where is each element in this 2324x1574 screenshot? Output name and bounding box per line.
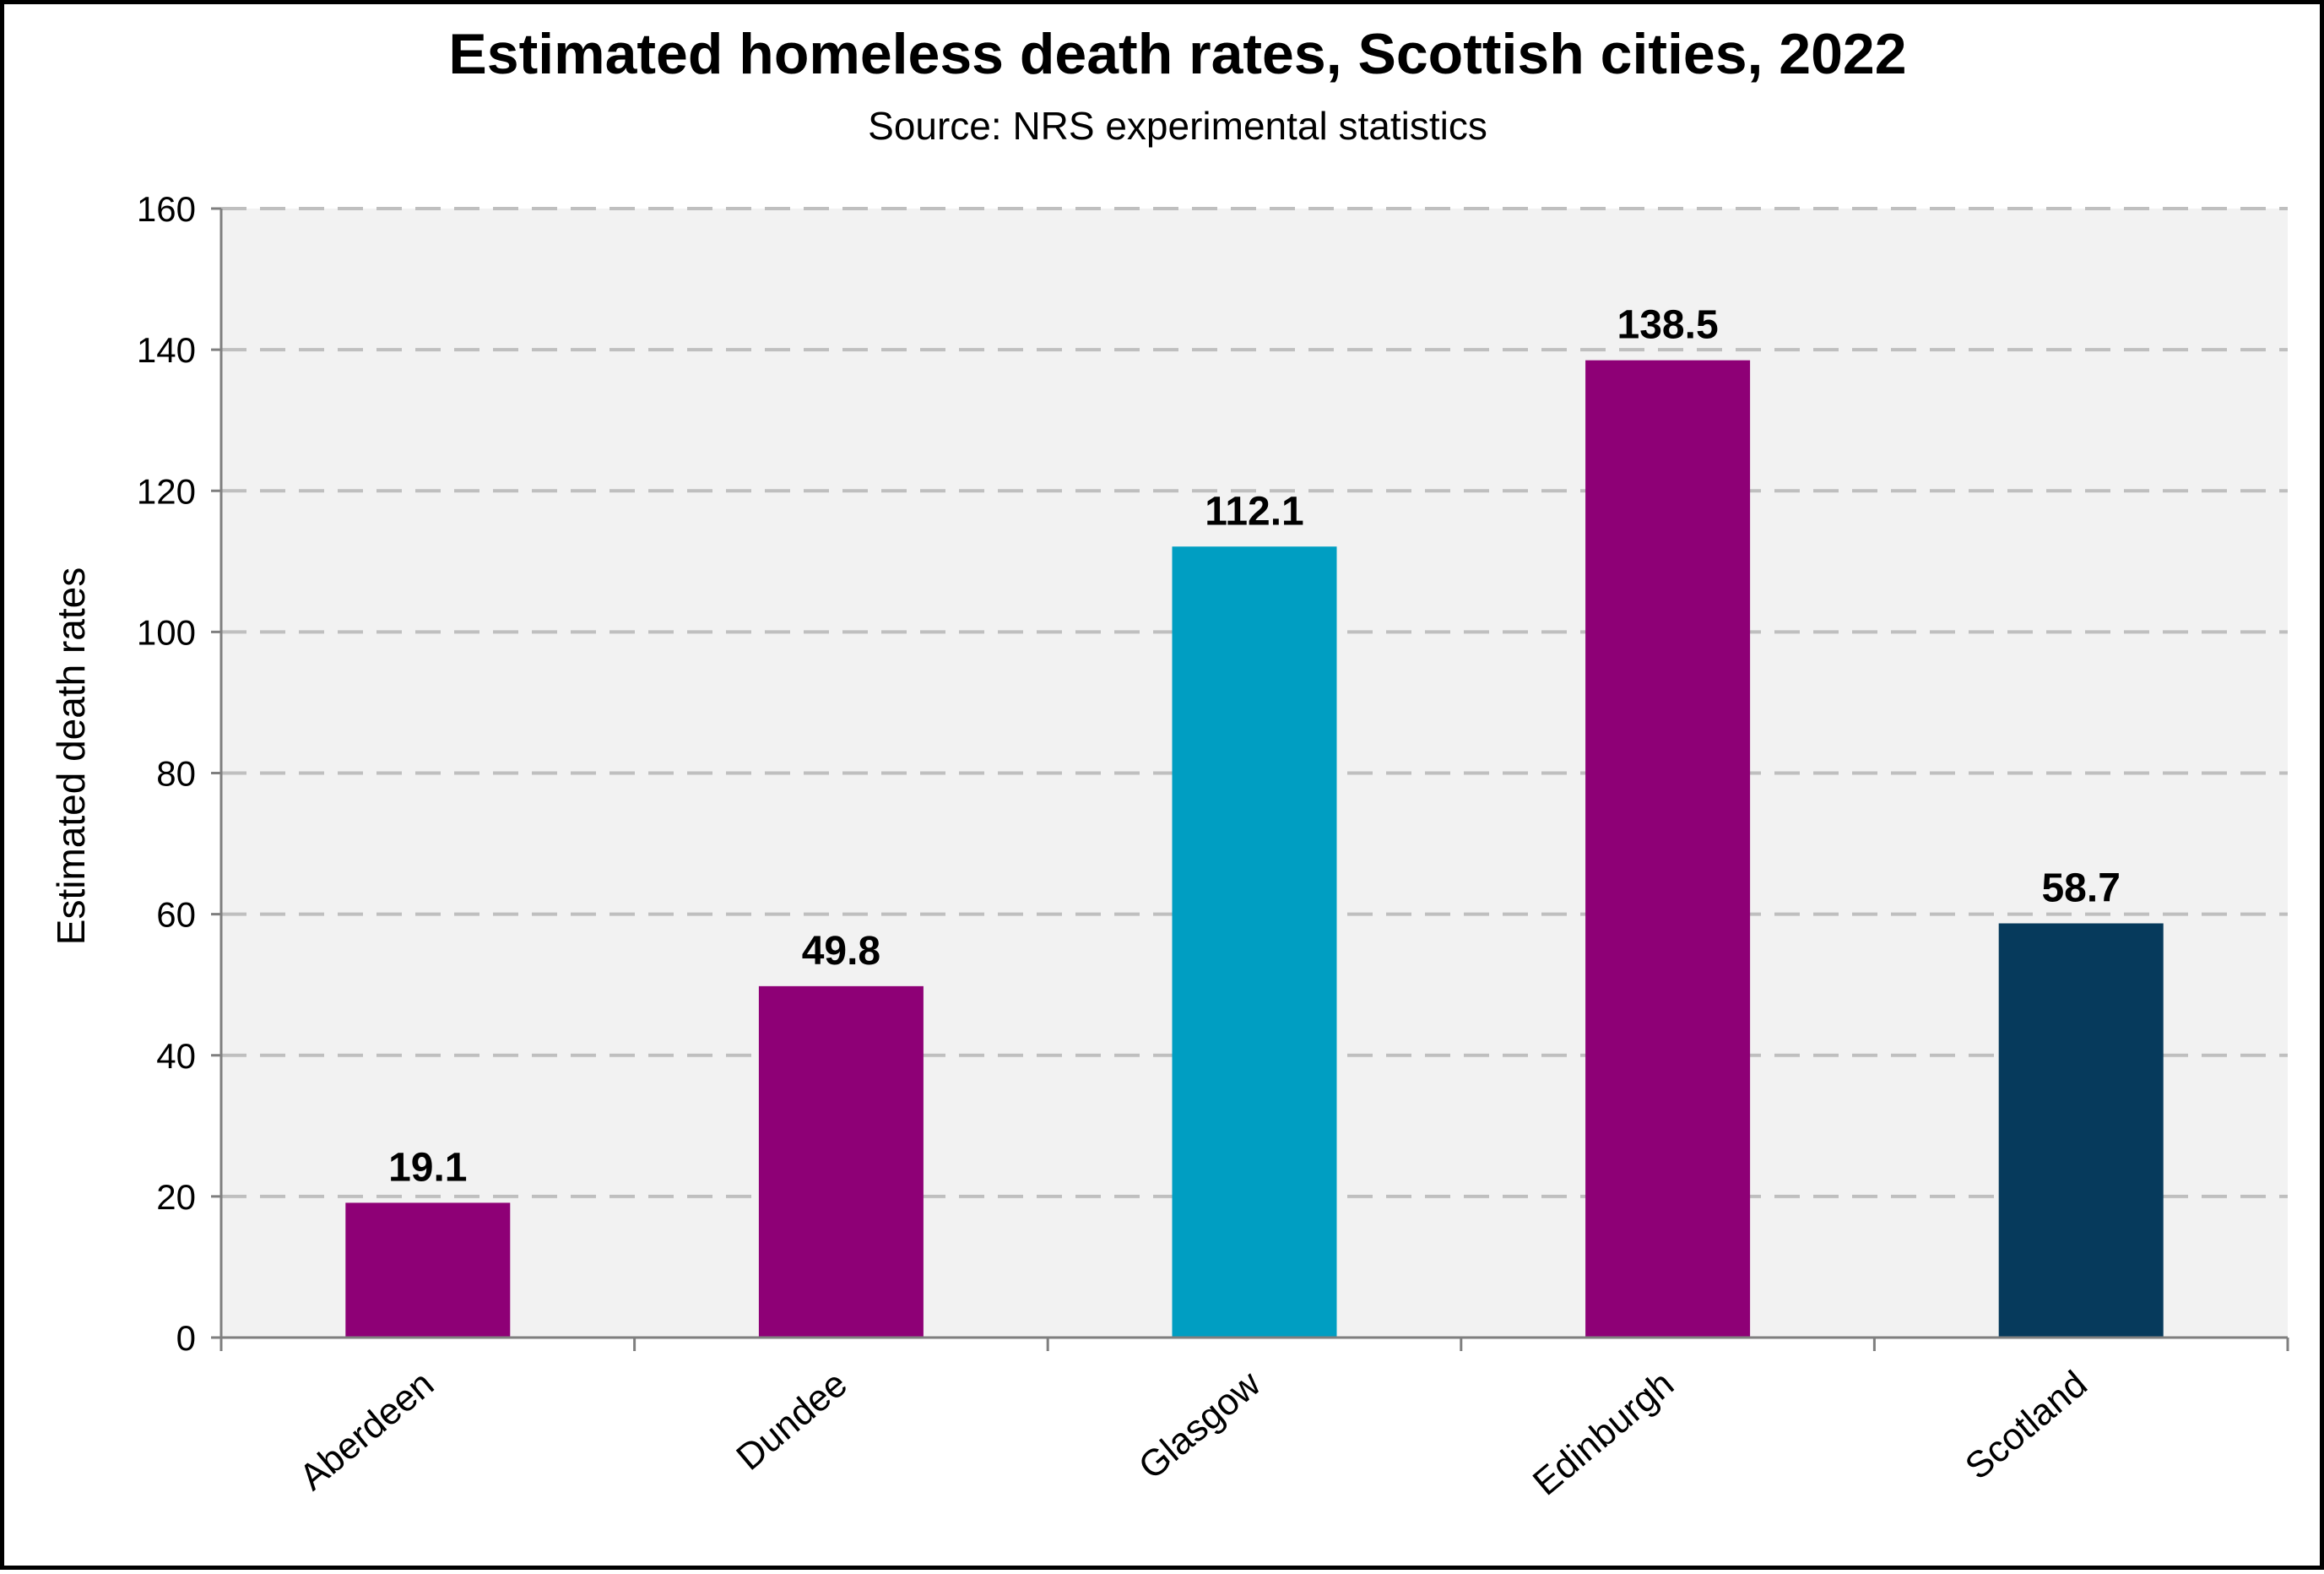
y-axis-ticks: 0 20 40 60 80 100 120 140 160 <box>137 189 221 1358</box>
x-axis-labels: Aberdeen Dundee Glasgow Edinburgh Scotland <box>292 1363 2095 1504</box>
data-label-dundee: 49.8 <box>802 929 880 974</box>
x-tick-label-dundee: Dundee <box>729 1363 855 1479</box>
y-tick-label: 0 <box>176 1318 196 1358</box>
data-label-aberdeen: 19.1 <box>388 1145 467 1190</box>
y-tick-label: 140 <box>137 330 196 370</box>
x-tick-label-edinburgh: Edinburgh <box>1525 1363 1682 1503</box>
y-tick-label: 80 <box>156 754 196 794</box>
y-tick-label: 160 <box>137 189 196 229</box>
chart-subtitle: Source: NRS experimental statistics <box>868 104 1487 148</box>
y-axis-title: Estimated death rates <box>49 567 93 945</box>
y-tick-label: 60 <box>156 895 196 935</box>
bar-aberdeen <box>345 1202 511 1338</box>
y-tick-label: 40 <box>156 1036 196 1076</box>
y-tick-label: 120 <box>137 471 196 511</box>
bars: 19.1 49.8 112.1 138.5 58.7 <box>345 303 2164 1338</box>
bar-edinburgh <box>1585 360 1751 1338</box>
bar-dundee <box>758 985 924 1338</box>
y-tick-label: 100 <box>137 612 196 652</box>
data-label-scotland: 58.7 <box>2041 866 2120 910</box>
bar-scotland <box>1998 923 2164 1338</box>
bar-glasgow <box>1172 546 1337 1338</box>
data-label-edinburgh: 138.5 <box>1617 303 1719 348</box>
x-tick-label-scotland: Scotland <box>1958 1363 2095 1488</box>
data-label-glasgow: 112.1 <box>1205 489 1303 534</box>
axes <box>219 209 2289 1351</box>
y-tick-label: 20 <box>156 1177 196 1217</box>
chart-title: Estimated homeless death rates, Scottish… <box>448 22 1906 86</box>
bar-chart: Estimated homeless death rates, Scottish… <box>49 22 2289 1504</box>
x-tick-label-glasgow: Glasgow <box>1131 1363 1269 1488</box>
x-tick-label-aberdeen: Aberdeen <box>292 1363 442 1498</box>
